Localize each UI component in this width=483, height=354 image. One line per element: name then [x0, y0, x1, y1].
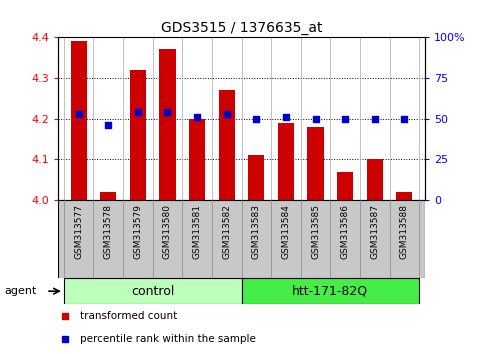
- Bar: [71, 41, 87, 200]
- Point: [371, 116, 379, 121]
- Bar: [307, 127, 324, 200]
- Point: [341, 116, 349, 121]
- Text: control: control: [131, 285, 174, 298]
- Text: transformed count: transformed count: [80, 311, 177, 321]
- Text: htt-171-82Q: htt-171-82Q: [292, 285, 369, 298]
- Bar: [278, 122, 294, 200]
- Bar: [248, 155, 265, 200]
- Point: [282, 114, 290, 120]
- Text: GSM313577: GSM313577: [74, 204, 83, 259]
- Text: GSM313585: GSM313585: [311, 204, 320, 259]
- Bar: [337, 171, 353, 200]
- Bar: [219, 90, 235, 200]
- Point: [223, 111, 230, 116]
- Bar: [100, 192, 116, 200]
- Point: [164, 109, 171, 115]
- Point: [253, 116, 260, 121]
- Bar: [159, 50, 176, 200]
- Text: agent: agent: [5, 286, 37, 296]
- Bar: [367, 159, 383, 200]
- Bar: [64, 278, 242, 304]
- Text: GSM313582: GSM313582: [222, 204, 231, 259]
- Point: [193, 114, 201, 120]
- Title: GDS3515 / 1376635_at: GDS3515 / 1376635_at: [161, 21, 322, 35]
- Bar: [130, 70, 146, 200]
- Point: [75, 111, 83, 116]
- Text: GSM313579: GSM313579: [133, 204, 142, 259]
- Text: GSM313580: GSM313580: [163, 204, 172, 259]
- Point: [61, 313, 69, 319]
- Point: [312, 116, 319, 121]
- Bar: [242, 278, 419, 304]
- Text: percentile rank within the sample: percentile rank within the sample: [80, 334, 256, 344]
- Point: [104, 122, 112, 128]
- Text: GSM313586: GSM313586: [341, 204, 350, 259]
- Text: GSM313584: GSM313584: [282, 204, 290, 259]
- Point: [134, 109, 142, 115]
- Text: GSM313581: GSM313581: [193, 204, 201, 259]
- Text: GSM313587: GSM313587: [370, 204, 379, 259]
- Bar: [396, 192, 412, 200]
- Point: [61, 336, 69, 342]
- Bar: [189, 119, 205, 200]
- Text: GSM313578: GSM313578: [104, 204, 113, 259]
- Text: GSM313588: GSM313588: [400, 204, 409, 259]
- Text: GSM313583: GSM313583: [252, 204, 261, 259]
- Point: [400, 116, 408, 121]
